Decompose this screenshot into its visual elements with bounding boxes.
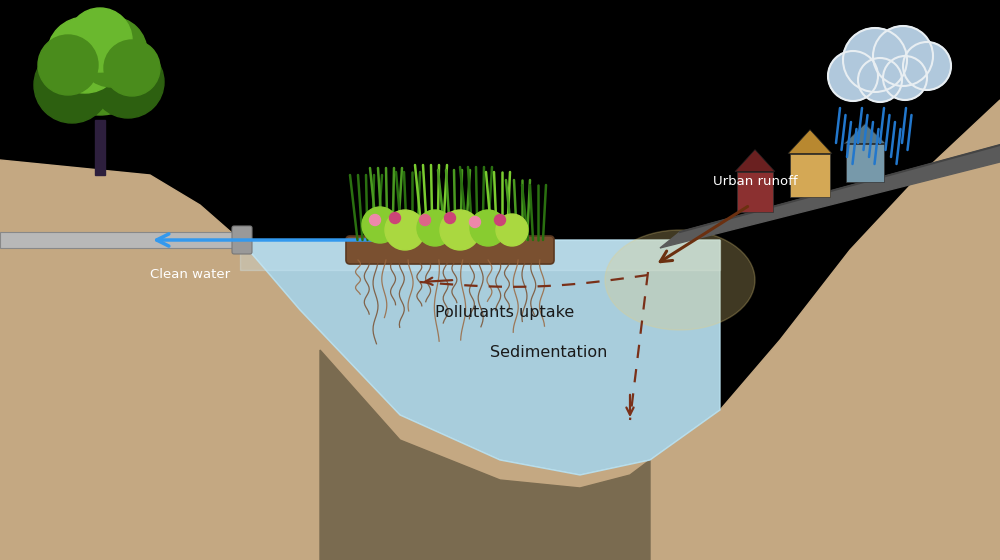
Circle shape — [47, 17, 123, 93]
Circle shape — [77, 17, 147, 87]
Text: Urban runoff: Urban runoff — [713, 175, 797, 188]
Bar — [0, 232, 240, 248]
Text: Sedimentation: Sedimentation — [490, 345, 607, 360]
Text: Pollutants uptake: Pollutants uptake — [435, 305, 574, 320]
Circle shape — [362, 207, 398, 243]
Circle shape — [843, 28, 907, 92]
Ellipse shape — [605, 230, 755, 330]
Bar — [846, 144, 884, 181]
Polygon shape — [0, 100, 1000, 560]
Circle shape — [440, 210, 480, 250]
Circle shape — [34, 47, 110, 123]
Circle shape — [38, 35, 98, 95]
Circle shape — [385, 210, 425, 250]
Circle shape — [444, 212, 456, 223]
Circle shape — [883, 56, 927, 100]
Circle shape — [390, 212, 400, 223]
Circle shape — [68, 8, 132, 72]
Circle shape — [828, 51, 878, 101]
Circle shape — [903, 42, 951, 90]
Circle shape — [417, 210, 453, 246]
Circle shape — [496, 214, 528, 246]
Bar — [95, 120, 105, 175]
Polygon shape — [844, 124, 886, 144]
Polygon shape — [240, 240, 720, 475]
Circle shape — [873, 26, 933, 86]
Circle shape — [470, 217, 480, 227]
Polygon shape — [660, 145, 1000, 248]
FancyBboxPatch shape — [346, 236, 554, 264]
Circle shape — [470, 210, 506, 246]
Polygon shape — [240, 240, 720, 270]
Bar — [790, 153, 830, 197]
Text: Clean water: Clean water — [150, 268, 230, 281]
Circle shape — [420, 214, 430, 226]
Circle shape — [494, 214, 506, 226]
Circle shape — [858, 58, 902, 102]
Polygon shape — [788, 130, 832, 153]
Circle shape — [370, 214, 380, 226]
Bar — [737, 171, 773, 212]
Circle shape — [50, 15, 150, 115]
FancyBboxPatch shape — [232, 226, 252, 254]
Polygon shape — [320, 350, 650, 560]
Circle shape — [92, 46, 164, 118]
Polygon shape — [735, 150, 775, 171]
Circle shape — [104, 40, 160, 96]
